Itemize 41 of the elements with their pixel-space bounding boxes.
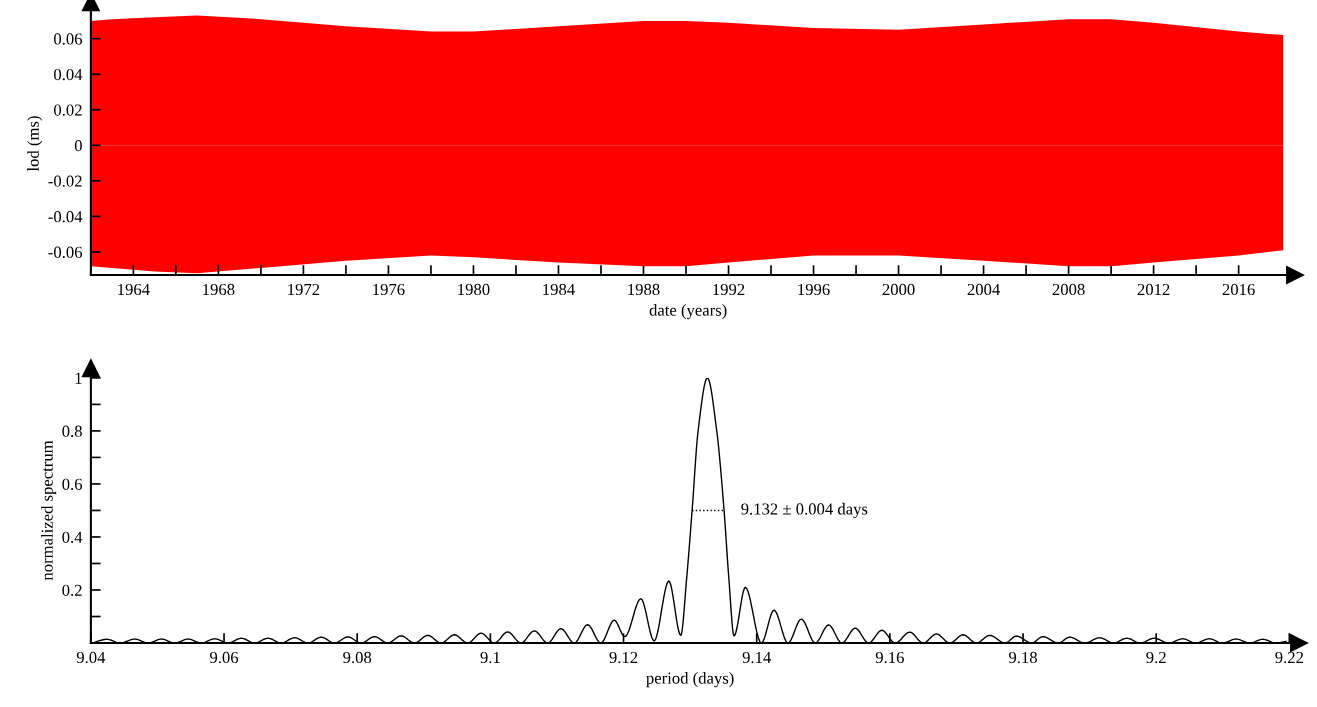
x-tick-label: 1976 (373, 283, 405, 296)
y-tick-label: 0.8 (62, 425, 82, 437)
x-tick-label: 1968 (203, 283, 235, 296)
x-tick-label: 9.04 (76, 651, 106, 664)
x-tick-label: 1984 (543, 283, 575, 296)
x-tick-label: 2016 (1222, 283, 1255, 296)
x-tick-label: 1996 (798, 283, 830, 296)
x-tick-label: 9.16 (875, 651, 904, 664)
y-tick-label: 1 (75, 372, 82, 384)
x-axis-title: date (years) (649, 304, 727, 320)
y-tick-label: 0.6 (62, 478, 83, 490)
y-axis-title: normalized spectrum (41, 440, 57, 581)
y-tick-label: 0.2 (62, 584, 82, 597)
x-tick-label: 2012 (1137, 283, 1170, 296)
x-tick-label: 9.12 (609, 651, 638, 664)
x-tick-label: 9.18 (1008, 651, 1037, 664)
y-tick-label: -0.02 (48, 175, 82, 187)
x-tick-label: 9.08 (343, 651, 372, 664)
x-tick-label: 1992 (713, 283, 745, 296)
x-tick-label: 1964 (118, 283, 150, 296)
y-tick-label: -0.06 (48, 246, 83, 258)
x-tick-label: 9.06 (209, 651, 239, 664)
x-tick-label: 1980 (458, 283, 490, 296)
x-tick-label: 1972 (288, 283, 320, 296)
y-tick-label: 0.02 (54, 104, 82, 116)
y-tick-label: 0 (74, 140, 82, 152)
y-tick-label: 0.04 (54, 68, 83, 81)
x-tick-label: 9.14 (742, 651, 772, 664)
x-tick-label: 9.1 (480, 651, 500, 664)
x-tick-label: 2008 (1052, 283, 1085, 296)
x-tick-label: 1988 (628, 283, 660, 296)
y-tick-label: 0.06 (54, 33, 83, 45)
y-tick-label: 0.4 (62, 531, 83, 543)
x-tick-label: 2004 (967, 283, 1000, 296)
x-tick-label: 2000 (882, 283, 915, 296)
annotation: 9.132 ± 0.004 days (741, 502, 868, 519)
y-tick-label: -0.04 (48, 211, 83, 223)
x-axis-title: period (days) (646, 672, 734, 688)
x-tick-label: 9.2 (1146, 651, 1166, 664)
y-axis-title: lod (ms) (27, 116, 43, 172)
x-tick-label: 9.22 (1275, 651, 1304, 664)
